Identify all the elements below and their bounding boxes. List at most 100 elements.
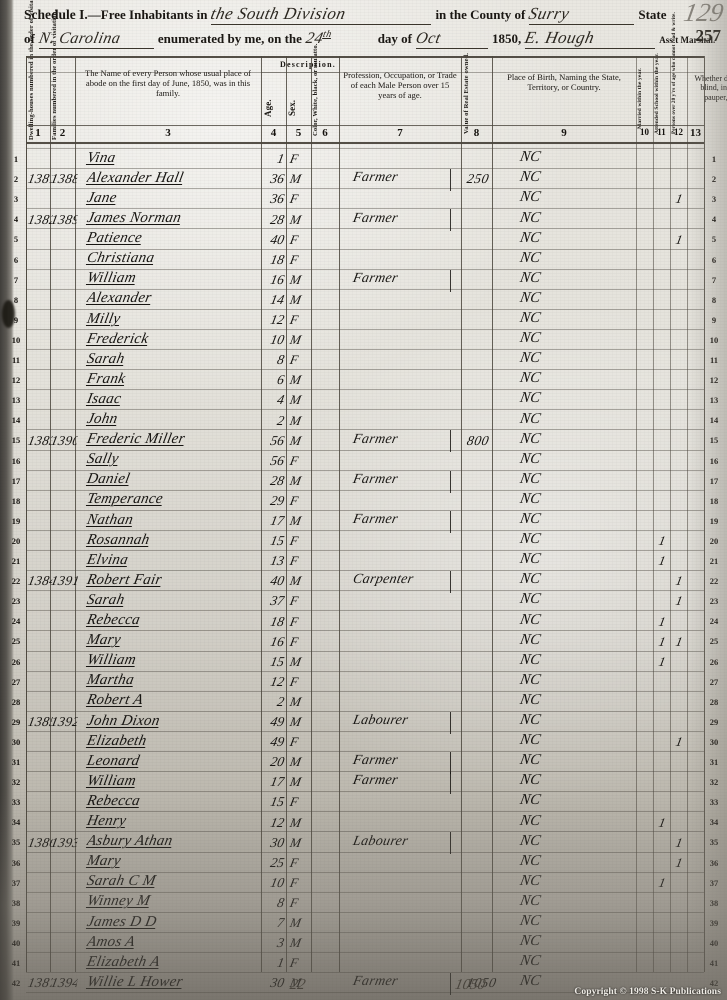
cell-person-name: William — [85, 652, 138, 669]
row-number-right: 24 — [709, 616, 719, 627]
cell-family-number: 1392 — [49, 714, 79, 729]
page-number-written: 129 — [681, 0, 726, 27]
cell-person-name: Elvina — [85, 551, 130, 568]
row-rule-18 — [26, 509, 704, 511]
row-rule-1 — [26, 168, 704, 170]
row-rule-11 — [26, 369, 704, 371]
row-number-right: 16 — [709, 455, 719, 466]
cell-birthplace: NC — [518, 531, 543, 548]
page-number-stamped: 257 — [695, 26, 722, 45]
row-number-right: 3 — [711, 194, 717, 205]
cell-person-name: Leonard — [85, 752, 142, 769]
cell-birthplace: NC — [518, 390, 543, 407]
header-bottom-rule — [26, 125, 704, 126]
description-box-rule — [261, 72, 339, 73]
row-rule-12 — [26, 389, 704, 391]
cell-person-name: Daniel — [85, 471, 132, 488]
cell-age: 6 — [275, 372, 286, 388]
col-header-12: Persons over 20 y'rs of age who cannot r… — [671, 12, 677, 134]
cell-birthplace: NC — [518, 249, 543, 266]
cell-birthplace: NC — [518, 310, 543, 326]
cell-sex: M — [288, 513, 303, 528]
cell-age: 17 — [269, 513, 286, 528]
row-number-right: 30 — [709, 736, 719, 747]
row-number-right: 25 — [709, 636, 719, 647]
cell-birthplace: NC — [518, 370, 543, 387]
column-divider-9 — [636, 56, 637, 972]
cell-sex: F — [288, 191, 300, 207]
cell-illiterate-mark: 1 — [674, 734, 684, 750]
table-left-edge — [26, 56, 27, 972]
row-number-right: 1 — [711, 154, 717, 164]
cell-sex: M — [288, 834, 303, 850]
cell-person-name: Patience — [85, 230, 144, 247]
cell-birthplace: NC — [518, 470, 543, 487]
row-number-left: 35 — [11, 837, 21, 848]
row-number-right: 17 — [709, 475, 719, 486]
occupation-tick-mark — [450, 832, 452, 855]
cell-sex: F — [288, 151, 300, 167]
cell-sex: M — [288, 472, 303, 488]
cell-sex: F — [288, 312, 300, 327]
cell-age: 12 — [269, 673, 286, 689]
cell-age: 30 — [269, 834, 286, 850]
row-rule-26 — [26, 670, 704, 672]
row-number-right: 5 — [711, 234, 717, 245]
row-number-left: 39 — [11, 917, 21, 928]
cell-person-name: William — [85, 772, 138, 789]
cell-person-name: Rebecca — [85, 792, 142, 809]
cell-birthplace: NC — [518, 450, 543, 467]
column-number-13: 13 — [690, 127, 701, 139]
row-rule-8 — [26, 308, 704, 310]
row-number-left: 12 — [11, 375, 21, 386]
row-rule-40 — [26, 952, 704, 953]
row-number-right: 27 — [709, 676, 719, 687]
copyright-notice: Copyright © 1998 S-K Publications — [574, 987, 721, 997]
division-value: the South Division — [209, 4, 349, 23]
row-number-left: 31 — [11, 757, 21, 767]
occupation-tick-mark — [450, 752, 452, 774]
row-rule-9 — [26, 328, 704, 330]
cell-person-name: Mary — [85, 853, 123, 870]
cell-age: 15 — [269, 794, 286, 810]
occupation-tick-mark — [450, 169, 452, 192]
row-number-left: 29 — [11, 716, 21, 727]
cell-age: 14 — [269, 291, 286, 307]
row-number-right: 21 — [709, 556, 719, 566]
row-rule-4 — [26, 228, 704, 230]
cell-sex: M — [288, 211, 303, 227]
occupation-tick-mark — [450, 711, 452, 734]
cell-sex: M — [288, 291, 303, 307]
cell-person-name: Sarah — [85, 350, 126, 367]
cell-person-name: Vina — [85, 149, 118, 166]
row-number-left: 3 — [13, 194, 19, 205]
row-rule-31 — [26, 771, 704, 773]
cell-sex: M — [288, 754, 303, 770]
cell-sex: F — [288, 352, 300, 368]
row-number-left: 30 — [11, 736, 21, 747]
row-rule-10 — [26, 349, 704, 350]
cell-person-name: Rosannah — [85, 531, 152, 548]
cell-sex: F — [288, 553, 300, 569]
cell-sex: M — [288, 432, 303, 448]
row-number-right: 13 — [709, 395, 719, 406]
column-number-7: 7 — [397, 127, 403, 139]
cell-age: 18 — [269, 251, 286, 267]
cell-person-name: Winney M — [85, 893, 152, 910]
row-rule-27 — [26, 690, 704, 692]
row-rule-23 — [26, 610, 704, 612]
col-header-11: Attended School within the year. — [654, 53, 660, 134]
county-value: Surry — [527, 4, 572, 23]
col-header-9: Place of Birth, Naming the State, Territ… — [507, 72, 621, 93]
cell-person-name: Amos A — [85, 933, 137, 950]
row-number-right: 29 — [709, 716, 719, 727]
occupation-tick-mark — [450, 430, 452, 453]
cell-sex: M — [288, 392, 303, 408]
cell-age: 56 — [269, 452, 286, 468]
row-number-right: 37 — [709, 877, 719, 888]
row-number-right: 23 — [709, 596, 719, 607]
row-rule-29 — [26, 730, 704, 732]
row-rule-13 — [26, 409, 704, 411]
cell-person-name: Christiana — [85, 250, 156, 267]
